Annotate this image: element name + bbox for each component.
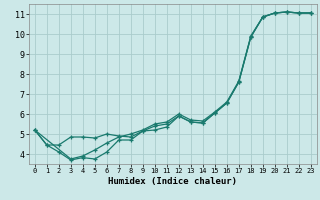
X-axis label: Humidex (Indice chaleur): Humidex (Indice chaleur) [108,177,237,186]
